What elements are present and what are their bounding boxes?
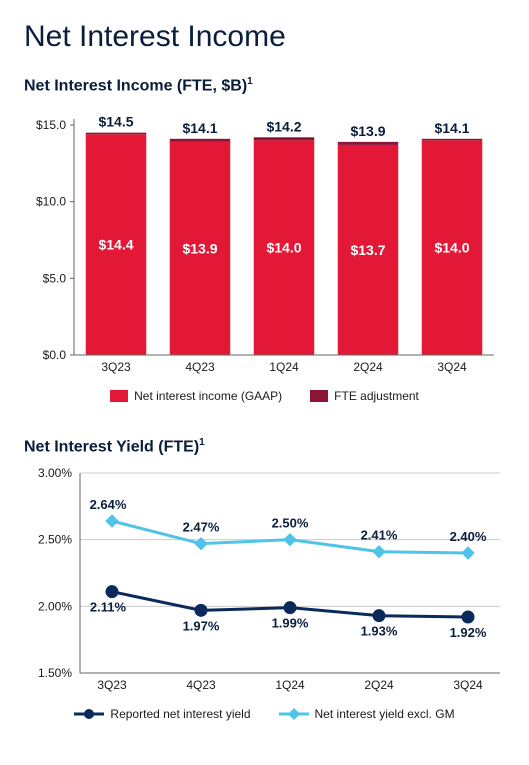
svg-text:$10.0: $10.0 xyxy=(36,195,66,209)
svg-text:$0.0: $0.0 xyxy=(43,348,67,362)
legend-label: Net interest income (GAAP) xyxy=(134,389,282,403)
line-data-label: 2.41% xyxy=(361,527,398,542)
line-x-label: 1Q24 xyxy=(275,678,305,692)
bar-total-label: $13.9 xyxy=(350,123,385,139)
line-data-label: 2.50% xyxy=(272,515,309,530)
line-chart-svg: 1.50% 2.00% 2.50% 3.00% 3Q23 4Q23 1Q24 2Q24 3Q24… xyxy=(24,463,510,697)
bar-x-label: 4Q23 xyxy=(185,360,215,374)
bar-total-label: $14.1 xyxy=(182,120,217,136)
bar-x-label: 1Q24 xyxy=(269,360,299,374)
line-data-label: 2.11% xyxy=(90,599,127,614)
bar-inner-label: $14.0 xyxy=(434,240,469,256)
line-data-label: 1.93% xyxy=(361,623,398,638)
legend-swatch xyxy=(74,707,104,721)
line-legend-item: Net interest yield excl. GM xyxy=(279,707,455,721)
bar-total-label: $14.1 xyxy=(434,120,469,136)
bar-chart-section: Net Interest Income (FTE, $B)1 $0.0$5.0$… xyxy=(24,76,505,403)
svg-text:$5.0: $5.0 xyxy=(43,272,67,286)
bar-total-label: $14.5 xyxy=(98,114,133,130)
legend-swatch xyxy=(279,707,309,721)
line-chart-title-text: Net Interest Yield (FTE) xyxy=(24,439,199,456)
legend-label: FTE adjustment xyxy=(334,389,419,403)
line-x-label: 4Q23 xyxy=(186,678,216,692)
bar-total-label: $14.2 xyxy=(266,119,301,135)
bar-x-label: 3Q23 xyxy=(101,360,131,374)
bar-inner-label: $14.4 xyxy=(98,237,133,253)
bar-chart-title-sup: 1 xyxy=(247,76,253,87)
legend-label: Reported net interest yield xyxy=(110,707,250,721)
page-title: Net Interest Income xyxy=(24,20,505,54)
bar-x-label: 3Q24 xyxy=(437,360,467,374)
line-chart-title-sup: 1 xyxy=(199,437,205,448)
page-root: Net Interest Income Net Interest Income … xyxy=(0,0,529,765)
line-data-label: 2.64% xyxy=(90,497,127,512)
line-chart-legend: Reported net interest yield Net interest … xyxy=(24,707,505,721)
line-data-label: 1.97% xyxy=(183,618,220,633)
bar-inner-label: $13.7 xyxy=(350,242,385,258)
line-x-label: 3Q23 xyxy=(97,678,127,692)
line-chart-section: Net Interest Yield (FTE)1 1.50% 2.00% 2.50… xyxy=(24,437,505,720)
bar-chart-legend: Net interest income (GAAP) FTE adjustment xyxy=(24,389,505,403)
bar-x-label: 2Q24 xyxy=(353,360,383,374)
svg-text:$15.0: $15.0 xyxy=(36,118,66,132)
svg-text:2.50%: 2.50% xyxy=(38,532,72,546)
bar-legend-item: Net interest income (GAAP) xyxy=(110,389,282,403)
line-legend-item: Reported net interest yield xyxy=(74,707,250,721)
bar-legend-item: FTE adjustment xyxy=(310,389,419,403)
line-data-label: 2.47% xyxy=(183,519,220,534)
legend-swatch xyxy=(110,390,128,402)
line-data-label: 1.99% xyxy=(272,615,309,630)
line-chart-title: Net Interest Yield (FTE)1 xyxy=(24,437,505,456)
svg-text:2.00%: 2.00% xyxy=(38,599,72,613)
line-data-label: 1.92% xyxy=(450,625,487,640)
legend-label: Net interest yield excl. GM xyxy=(315,707,455,721)
bar-chart-title: Net Interest Income (FTE, $B)1 xyxy=(24,76,505,95)
line-x-label: 3Q24 xyxy=(453,678,483,692)
line-x-label: 2Q24 xyxy=(364,678,394,692)
bar-chart-title-text: Net Interest Income (FTE, $B) xyxy=(24,77,247,94)
svg-text:1.50%: 1.50% xyxy=(38,666,72,680)
legend-swatch xyxy=(310,390,328,402)
line-data-label: 2.40% xyxy=(450,529,487,544)
bar-chart-svg: $0.0 $5.0 $10.0 $15.0 $14.5 $14.4 3Q23 $14.1 $13… xyxy=(24,101,504,379)
bar-inner-label: $13.9 xyxy=(182,241,217,257)
svg-text:3.00%: 3.00% xyxy=(38,466,72,480)
bar-inner-label: $14.0 xyxy=(266,240,301,256)
